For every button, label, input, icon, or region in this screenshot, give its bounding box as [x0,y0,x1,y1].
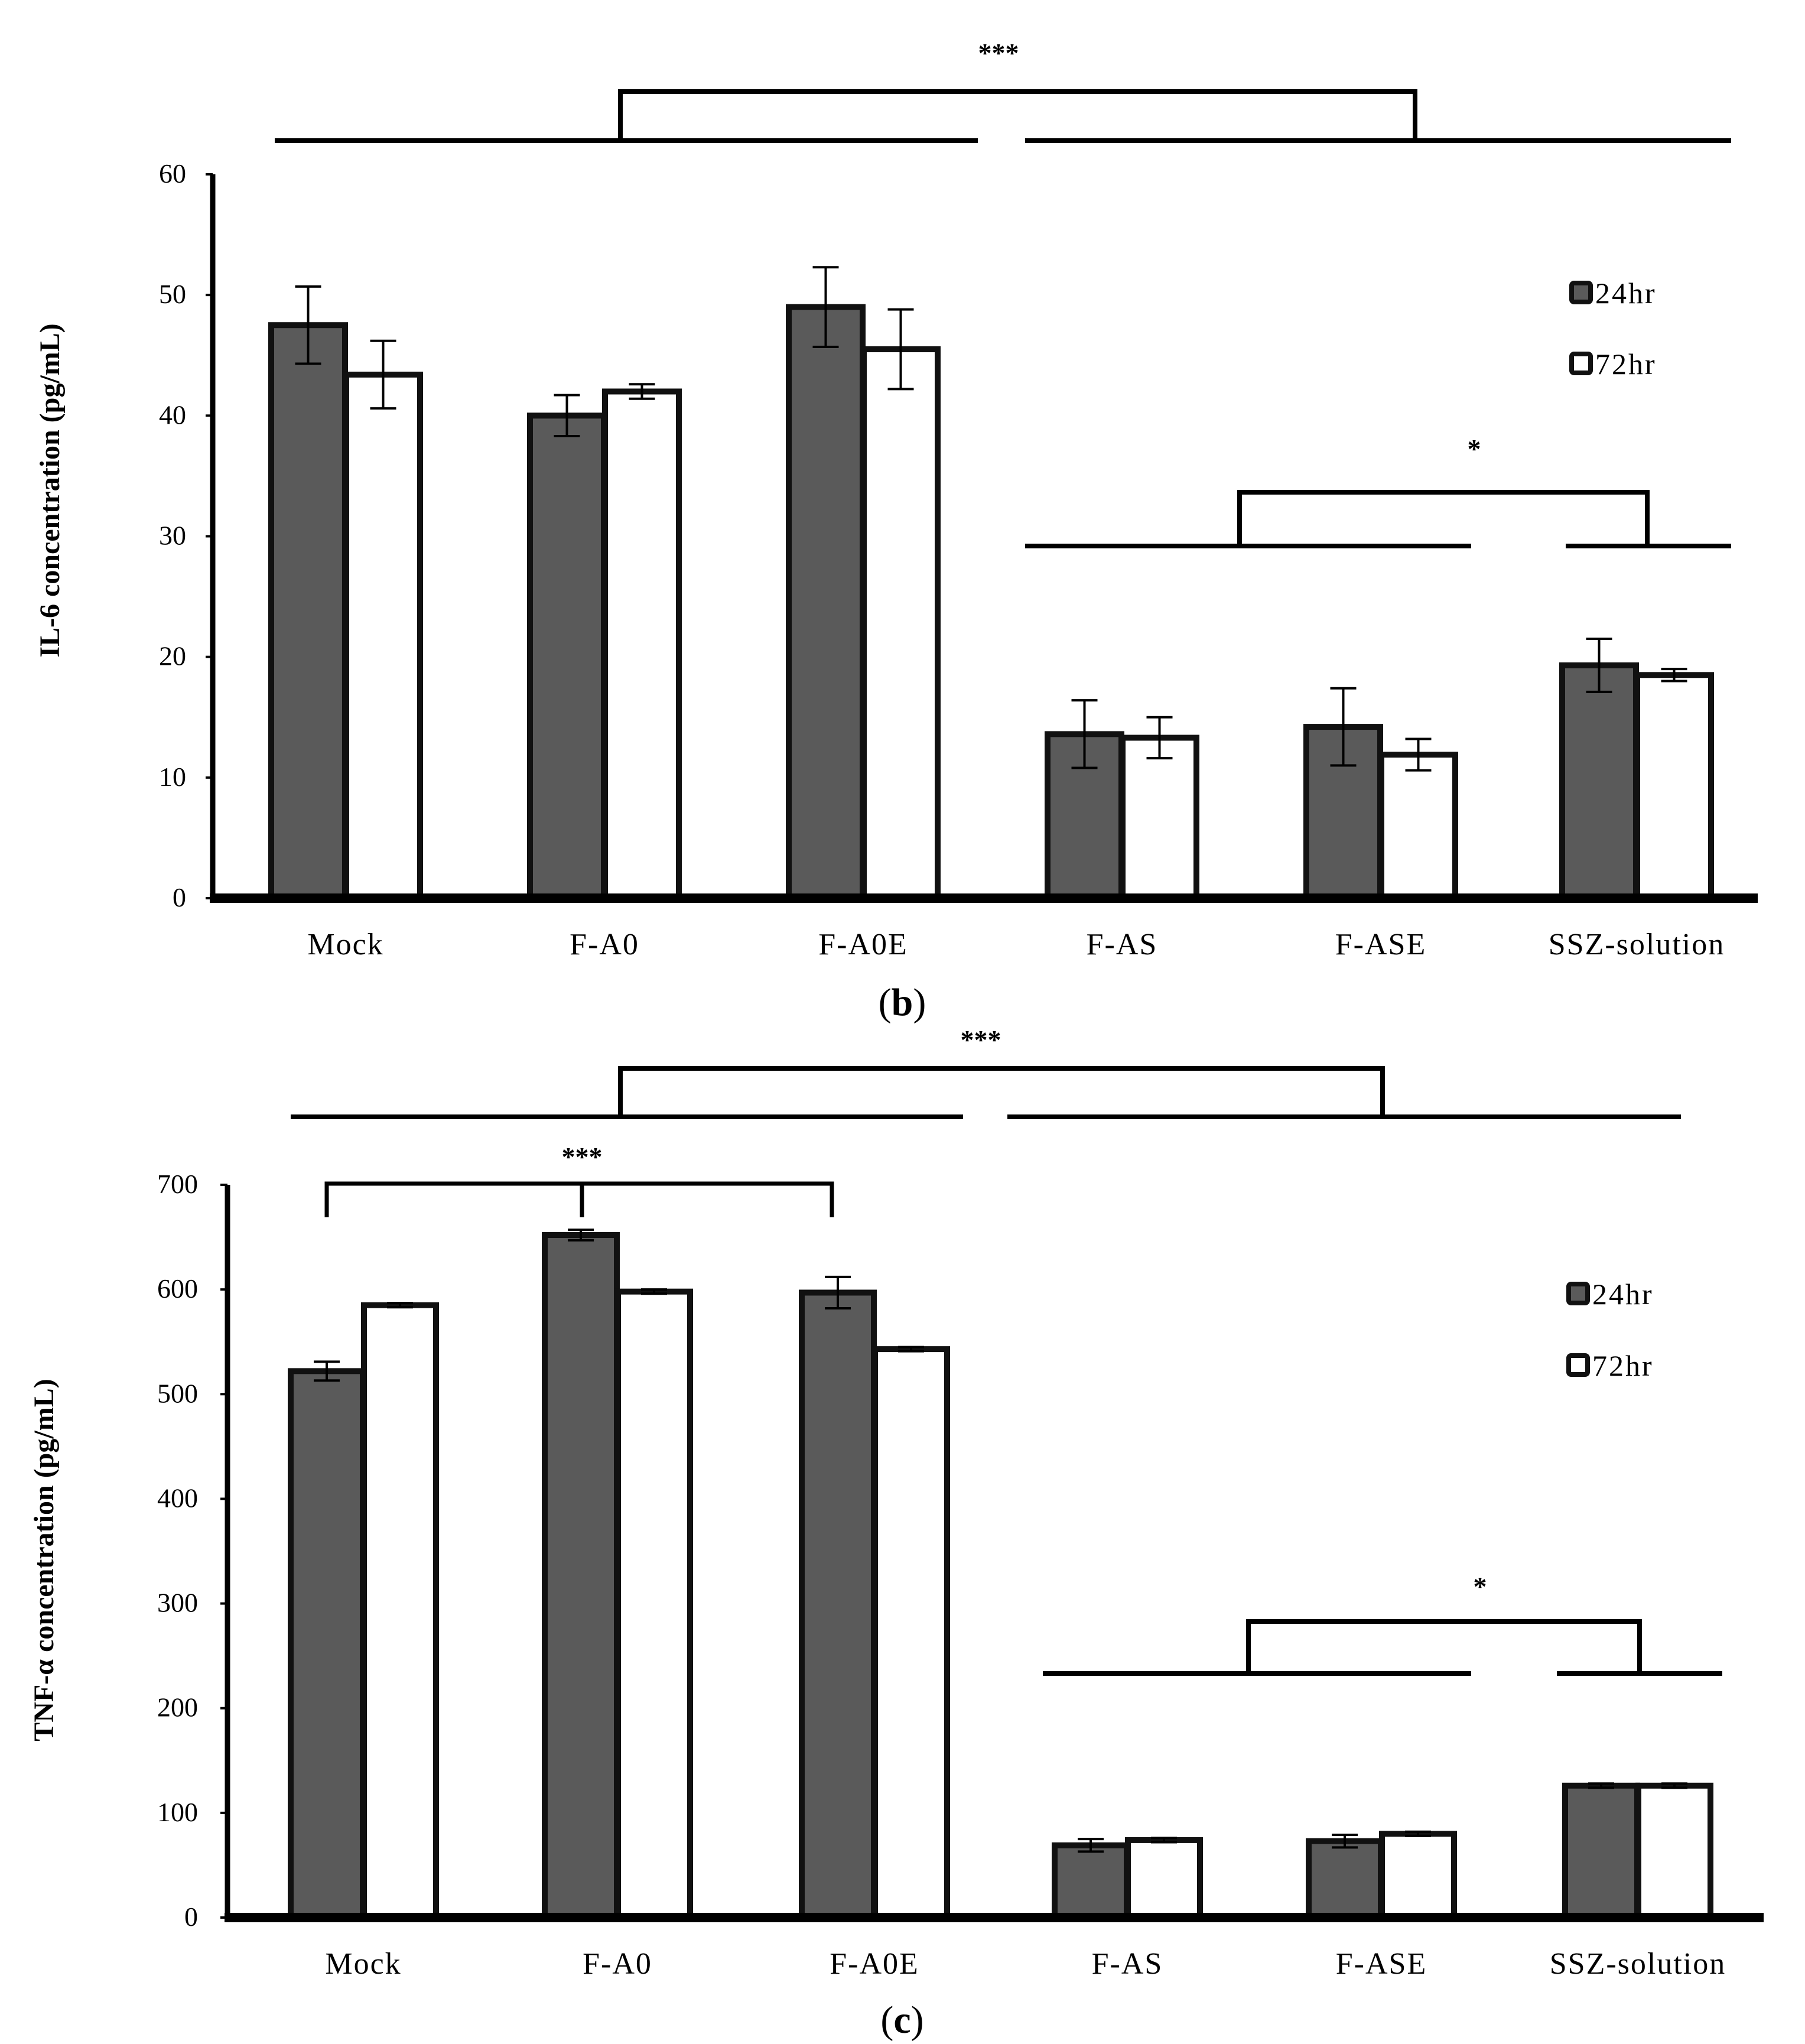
bar-24hr [1559,662,1639,902]
bar-72hr [1378,752,1458,901]
bar-72hr [861,346,941,901]
significance-label: * [1468,434,1481,464]
bar-24hr [268,322,348,901]
category-label: F-ASE [1335,928,1426,961]
significance-label: *** [562,1142,603,1172]
y-tick-label: 60 [159,158,186,189]
y-axis-label: TNF-α concentration (pg/mL) [28,1379,60,1741]
bar-72hr [1635,1782,1713,1921]
y-tick-label: 30 [159,521,186,551]
legend-label-72hr: 72hr [1592,1349,1654,1382]
category-label: Mock [307,928,383,961]
panel-caption: (c) [880,1998,923,2042]
y-tick-label: 40 [159,399,186,430]
bar-24hr [1562,1782,1640,1921]
category-label: F-AS [1092,1947,1163,1981]
legend-label-72hr: 72hr [1595,347,1657,381]
y-tick-label: 500 [157,1378,198,1408]
bar-72hr [1634,672,1714,901]
y-tick-label: 200 [157,1692,198,1723]
panel-caption-letter: c [893,1998,910,2042]
legend-swatch-72hr [1569,352,1593,375]
chart-panel-b: 0 10 20 30 40 50 60 IL-6 concentration (pg/mL) M… [34,38,1758,961]
category-label: F-A0E [830,1947,919,1981]
y-tick-label: 10 [159,762,186,792]
significance-bracket [1237,490,1650,546]
panel-caption-open: ( [879,981,892,1024]
category-label: Mock [325,1947,401,1981]
category-label: F-A0 [570,928,639,961]
panel-caption-letter: b [892,981,913,1024]
category-label: SSZ-solution [1549,928,1725,961]
y-tick-label: 300 [157,1588,198,1618]
bar-72hr [1379,1831,1457,1920]
significance-bracket [618,1066,1385,1117]
y-tick-label: 400 [157,1483,198,1513]
bar-72hr [1120,735,1199,902]
bar-24hr [799,1289,877,1920]
chart-panel-c: 0 100 200 300 400 500 600 700 TNF-α concentratio… [28,1025,1764,1981]
legend-swatch-24hr [1569,281,1593,304]
y-tick-label: 20 [159,641,186,671]
bar-72hr [1125,1837,1203,1921]
panel-caption-close: ) [913,981,926,1024]
y-tick-label: 700 [157,1169,198,1199]
category-label: F-A0 [583,1947,652,1981]
bar-72hr [615,1288,693,1921]
significance-label: * [1474,1571,1487,1601]
category-label: F-A0E [818,928,908,961]
significance-bracket [618,89,1417,141]
significance-bracket [1246,1619,1642,1673]
y-tick-label: 100 [157,1797,198,1827]
category-label: F-AS [1087,928,1158,961]
significance-bracket [324,1181,834,1217]
panel-caption-close: ) [911,1998,924,2042]
y-tick-label: 600 [157,1273,198,1304]
legend-label-24hr: 24hr [1595,277,1657,310]
legend-swatch-72hr [1566,1353,1590,1377]
bar-24hr [786,304,866,901]
bar-24hr [1052,1842,1130,1921]
panel-caption: (b) [879,981,926,1024]
category-label: F-ASE [1336,1947,1427,1981]
legend-swatch-24hr [1566,1282,1590,1305]
category-label: SSZ-solution [1550,1947,1726,1981]
y-tick-label: 50 [159,279,186,309]
bar-24hr [1306,1838,1384,1921]
y-tick-label: 0 [173,882,186,912]
y-axis-label: IL-6 concentration (pg/mL) [34,323,66,657]
bar-72hr [361,1302,439,1921]
bar-72hr [602,388,682,901]
bar-24hr [542,1232,620,1920]
legend-label-24hr: 24hr [1592,1278,1654,1311]
bar-72hr [872,1346,950,1920]
bar-72hr [343,371,423,901]
panel-caption-open: ( [880,1998,893,2042]
significance-label: *** [978,38,1019,68]
bar-24hr [527,412,607,901]
bar-24hr [288,1368,366,1920]
y-tick-label: 0 [184,1902,198,1932]
significance-label: *** [961,1025,1001,1055]
